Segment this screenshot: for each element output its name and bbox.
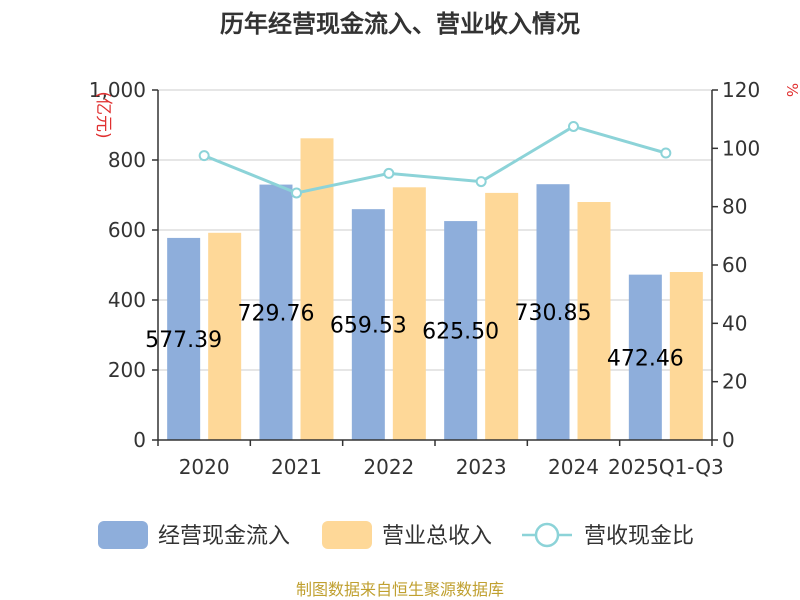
line-revenue-cash-ratio (203, 124, 667, 195)
source-note: 制图数据来自恒生聚源数据库 (296, 580, 504, 599)
y-left-tick-label: 400 (108, 288, 146, 312)
grid-lines (158, 89, 712, 371)
bar-operating-cash-inflow (444, 221, 478, 440)
y-left-tick-label: 800 (108, 148, 146, 172)
legend-label: 营收现金比 (584, 524, 694, 549)
bar-operating-cash-inflow (536, 184, 570, 440)
line-series-group (198, 120, 672, 199)
bar-data-label: 729.76 (238, 301, 315, 326)
y-left-tick-label: 1,000 (89, 78, 146, 102)
legend-swatch (322, 521, 372, 549)
bar-operating-cash-inflow (351, 209, 385, 440)
data-label-group: 577.39 729.76 659.53 625.50 730.85 472.46 (145, 301, 684, 371)
y-right-unit: % (783, 83, 800, 97)
bar-operating-cash-inflow (628, 274, 662, 440)
axes: 0 200 400 600 800 1,000 0 20 40 60 80 100 120 2020 202… (89, 78, 760, 479)
bar-data-label: 625.50 (422, 320, 499, 345)
bar-total-revenue (392, 187, 426, 440)
bar-total-revenue (485, 192, 519, 440)
legend-swatch (98, 521, 148, 549)
y-left-tick-label: 0 (133, 428, 146, 452)
line-point (568, 120, 579, 132)
y-right-tick-label: 40 (722, 311, 747, 335)
legend-label: 营业总收入 (382, 524, 492, 549)
line-point (198, 150, 210, 162)
bar-data-label: 577.39 (145, 328, 222, 353)
bar-operating-cash-inflow (259, 184, 293, 440)
line-point (475, 176, 487, 188)
legend: 经营现金流入 营业总收入 营收现金比 (98, 521, 694, 549)
y-right-tick-label: 20 (722, 370, 747, 394)
bar-total-revenue (577, 202, 611, 440)
bar-group (167, 138, 703, 441)
y-right-tick-label: 120 (722, 78, 760, 102)
line-point (660, 147, 672, 159)
bar-data-label: 659.53 (330, 314, 407, 339)
x-tick-label: 2021 (271, 455, 322, 479)
line-point (383, 167, 395, 179)
y-left-tick-label: 200 (108, 358, 146, 382)
x-tick-label: 2020 (179, 455, 230, 479)
y-right-tick-label: 0 (722, 428, 735, 452)
bar-total-revenue (300, 138, 334, 441)
bar-total-revenue (208, 232, 242, 440)
line-point (291, 187, 302, 199)
bar-total-revenue (669, 272, 703, 440)
chart-title: 历年经营现金流入、营业收入情况 (220, 10, 580, 38)
x-tick-label: 2023 (456, 455, 507, 479)
y-right-tick-label: 100 (722, 136, 760, 160)
legend-swatch-marker (534, 522, 560, 548)
y-right-tick-label: 60 (722, 253, 747, 277)
x-tick-label: 2022 (363, 455, 414, 479)
bar-operating-cash-inflow (167, 237, 201, 440)
y-left-tick-label: 600 (108, 218, 146, 242)
y-left-unit: (亿元) (93, 91, 113, 138)
y-right-tick-label: 80 (722, 195, 747, 219)
bar-data-label: 730.85 (515, 301, 592, 326)
legend-label: 经营现金流入 (158, 524, 290, 549)
x-tick-label: 2025Q1-Q3 (608, 455, 724, 479)
bar-data-label: 472.46 (607, 346, 684, 371)
x-tick-label: 2024 (548, 455, 599, 479)
